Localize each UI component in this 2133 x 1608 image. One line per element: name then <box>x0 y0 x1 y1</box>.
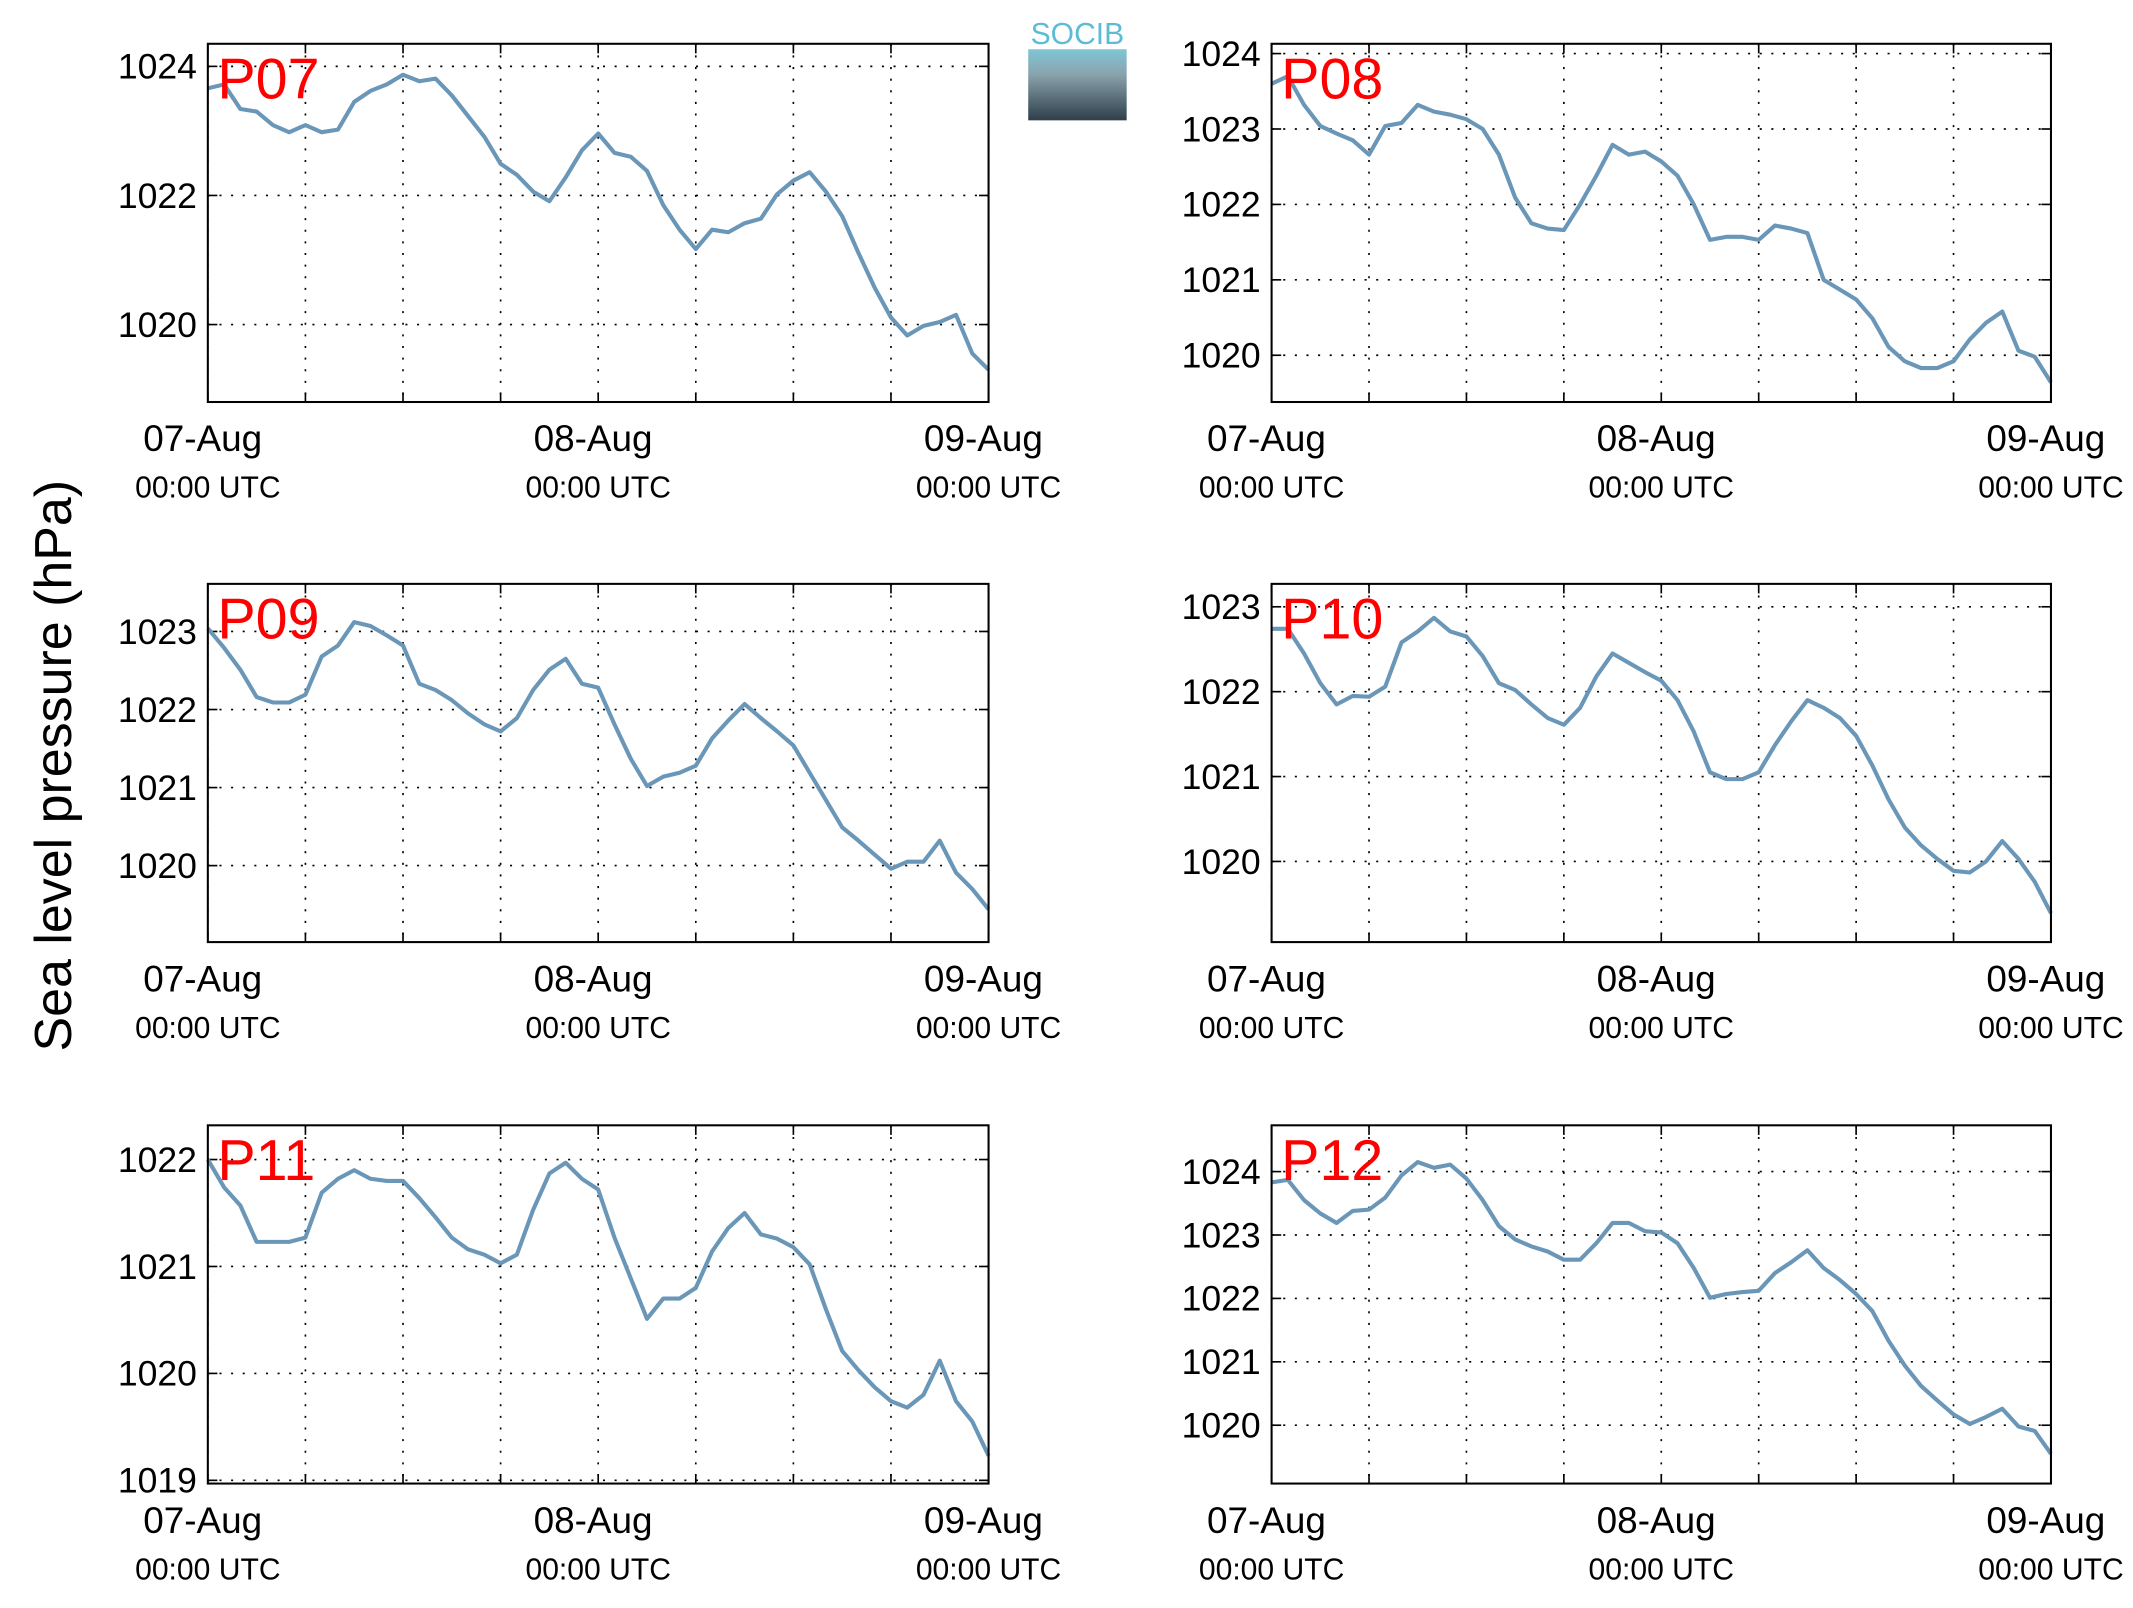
y-tick-label: 1022 <box>118 690 197 730</box>
logo: SOCIB <box>1028 18 1127 121</box>
panel: 1020 1021 1022 1023 1024 07-Aug 00:00 UTC 08-A… <box>1182 1124 2124 1586</box>
y-tick-label: 1023 <box>118 612 197 652</box>
panel-title: P12 <box>1281 1129 1383 1193</box>
y-tick-label: 1020 <box>118 305 197 345</box>
x-tick-label: 08-Aug 00:00 UTC <box>1589 958 1734 1044</box>
plot-area <box>1271 583 2051 943</box>
x-tick-label: 09-Aug 00:00 UTC <box>916 958 1061 1044</box>
x-tick-label: 08-Aug 00:00 UTC <box>525 958 670 1044</box>
x-tick-label: 07-Aug 00:00 UTC <box>135 418 280 504</box>
y-tick-label: 1022 <box>1182 185 1261 225</box>
series-line <box>207 72 991 372</box>
y-tick-label: 1024 <box>1182 34 1261 74</box>
x-tick-label: 09-Aug 00:00 UTC <box>1978 958 2123 1044</box>
panel: 1020 1021 1022 1023 07-Aug 00:00 UTC 08-Aug 0… <box>1182 582 2124 1045</box>
panel-title: P07 <box>217 47 319 111</box>
logo-block <box>1028 49 1127 121</box>
y-tick-label: 1020 <box>118 1354 197 1394</box>
x-tick-label: 08-Aug 00:00 UTC <box>1589 1500 1734 1586</box>
plot-area <box>207 43 989 403</box>
series-line <box>206 1158 991 1457</box>
y-tick-label: 1024 <box>1182 1152 1261 1192</box>
series-line <box>1271 615 2053 915</box>
panel-title: P11 <box>217 1129 315 1193</box>
x-tick-label: 07-Aug 00:00 UTC <box>1199 958 1344 1044</box>
y-tick-label: 1023 <box>1182 109 1261 149</box>
plot-frame <box>1270 582 2052 944</box>
x-tick-label: 09-Aug 00:00 UTC <box>1978 1500 2123 1586</box>
y-tick-label: 1023 <box>1182 587 1261 627</box>
plot-frame <box>206 1124 990 1485</box>
y-tick-label: 1022 <box>1182 672 1261 712</box>
x-tick-label: 09-Aug 00:00 UTC <box>1978 418 2123 504</box>
y-tick-label: 1021 <box>1182 1342 1261 1382</box>
y-axis-label: Sea level pressure (hPa) <box>25 480 83 1052</box>
logo-text: SOCIB <box>1031 18 1125 51</box>
panel-title: P09 <box>217 588 319 652</box>
x-tick-label: 07-Aug 00:00 UTC <box>135 958 280 1044</box>
plot-frame <box>206 42 990 404</box>
x-tick-label: 08-Aug 00:00 UTC <box>525 1500 670 1586</box>
plot-frame <box>1270 1124 2052 1485</box>
plot-area <box>207 583 989 943</box>
x-tick-label: 09-Aug 00:00 UTC <box>916 418 1061 504</box>
plot-frame <box>206 582 990 944</box>
y-tick-label: 1020 <box>1182 336 1261 376</box>
plot-area <box>1271 1125 2051 1484</box>
panel: 1020 1022 1024 07-Aug 00:00 UTC 08-Aug 00:00… <box>118 42 1061 505</box>
y-tick-label: 1021 <box>1182 260 1261 300</box>
x-tick-label: 09-Aug 00:00 UTC <box>916 1500 1061 1586</box>
y-tick-label: 1022 <box>1182 1279 1261 1319</box>
panel: 1020 1021 1022 1023 07-Aug 00:00 UTC 08-Aug 0… <box>118 582 1061 1045</box>
y-tick-label: 1021 <box>1182 757 1261 797</box>
x-tick-label: 07-Aug 00:00 UTC <box>1199 1500 1344 1586</box>
y-tick-label: 1023 <box>1182 1215 1261 1255</box>
x-tick-label: 07-Aug 00:00 UTC <box>135 1500 280 1586</box>
plot-area <box>1271 43 2051 403</box>
y-tick-label: 1021 <box>118 1247 197 1287</box>
plot-area <box>207 1125 989 1484</box>
y-tick-label: 1024 <box>118 47 197 87</box>
y-tick-label: 1020 <box>1182 1406 1261 1446</box>
x-tick-label: 07-Aug 00:00 UTC <box>1199 418 1344 504</box>
y-tick-label: 1022 <box>118 176 197 216</box>
y-tick-label: 1020 <box>1182 842 1261 882</box>
series-line <box>1271 1160 2053 1455</box>
panel-title: P10 <box>1281 588 1383 652</box>
y-tick-label: 1021 <box>118 768 197 808</box>
x-tick-label: 08-Aug 00:00 UTC <box>525 418 670 504</box>
series-line <box>206 620 991 911</box>
plot-frame <box>1270 42 2052 404</box>
series-line <box>1270 74 2053 384</box>
panel: 1020 1021 1022 1023 1024 07-Aug 00:00 UTC 08-A… <box>1182 34 2124 505</box>
panel-title: P08 <box>1281 47 1383 111</box>
y-tick-label: 1019 <box>118 1461 197 1501</box>
y-tick-label: 1022 <box>118 1140 197 1180</box>
y-tick-label: 1020 <box>118 846 197 886</box>
x-tick-label: 08-Aug 00:00 UTC <box>1589 418 1734 504</box>
panel: 1019 1020 1021 1022 07-Aug 00:00 UTC 08-Aug 0… <box>118 1124 1061 1586</box>
